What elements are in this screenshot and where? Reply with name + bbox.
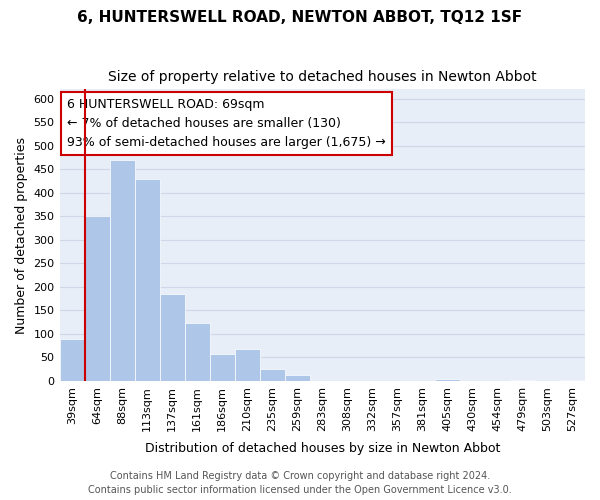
- Bar: [510, 380, 535, 381]
- Bar: [435, 380, 460, 381]
- Y-axis label: Number of detached properties: Number of detached properties: [15, 136, 28, 334]
- Bar: [110, 160, 134, 381]
- Bar: [160, 294, 185, 381]
- Bar: [185, 323, 209, 381]
- Bar: [209, 354, 235, 381]
- Bar: [85, 216, 110, 381]
- X-axis label: Distribution of detached houses by size in Newton Abbot: Distribution of detached houses by size …: [145, 442, 500, 455]
- Text: 6 HUNTERSWELL ROAD: 69sqm
← 7% of detached houses are smaller (130)
93% of semi-: 6 HUNTERSWELL ROAD: 69sqm ← 7% of detach…: [67, 98, 386, 149]
- Bar: [285, 376, 310, 381]
- Title: Size of property relative to detached houses in Newton Abbot: Size of property relative to detached ho…: [108, 70, 536, 84]
- Bar: [134, 178, 160, 381]
- Bar: [260, 369, 285, 381]
- Bar: [235, 349, 260, 381]
- Bar: [560, 380, 585, 381]
- Bar: [59, 338, 85, 381]
- Text: Contains HM Land Registry data © Crown copyright and database right 2024.
Contai: Contains HM Land Registry data © Crown c…: [88, 471, 512, 495]
- Text: 6, HUNTERSWELL ROAD, NEWTON ABBOT, TQ12 1SF: 6, HUNTERSWELL ROAD, NEWTON ABBOT, TQ12 …: [77, 10, 523, 25]
